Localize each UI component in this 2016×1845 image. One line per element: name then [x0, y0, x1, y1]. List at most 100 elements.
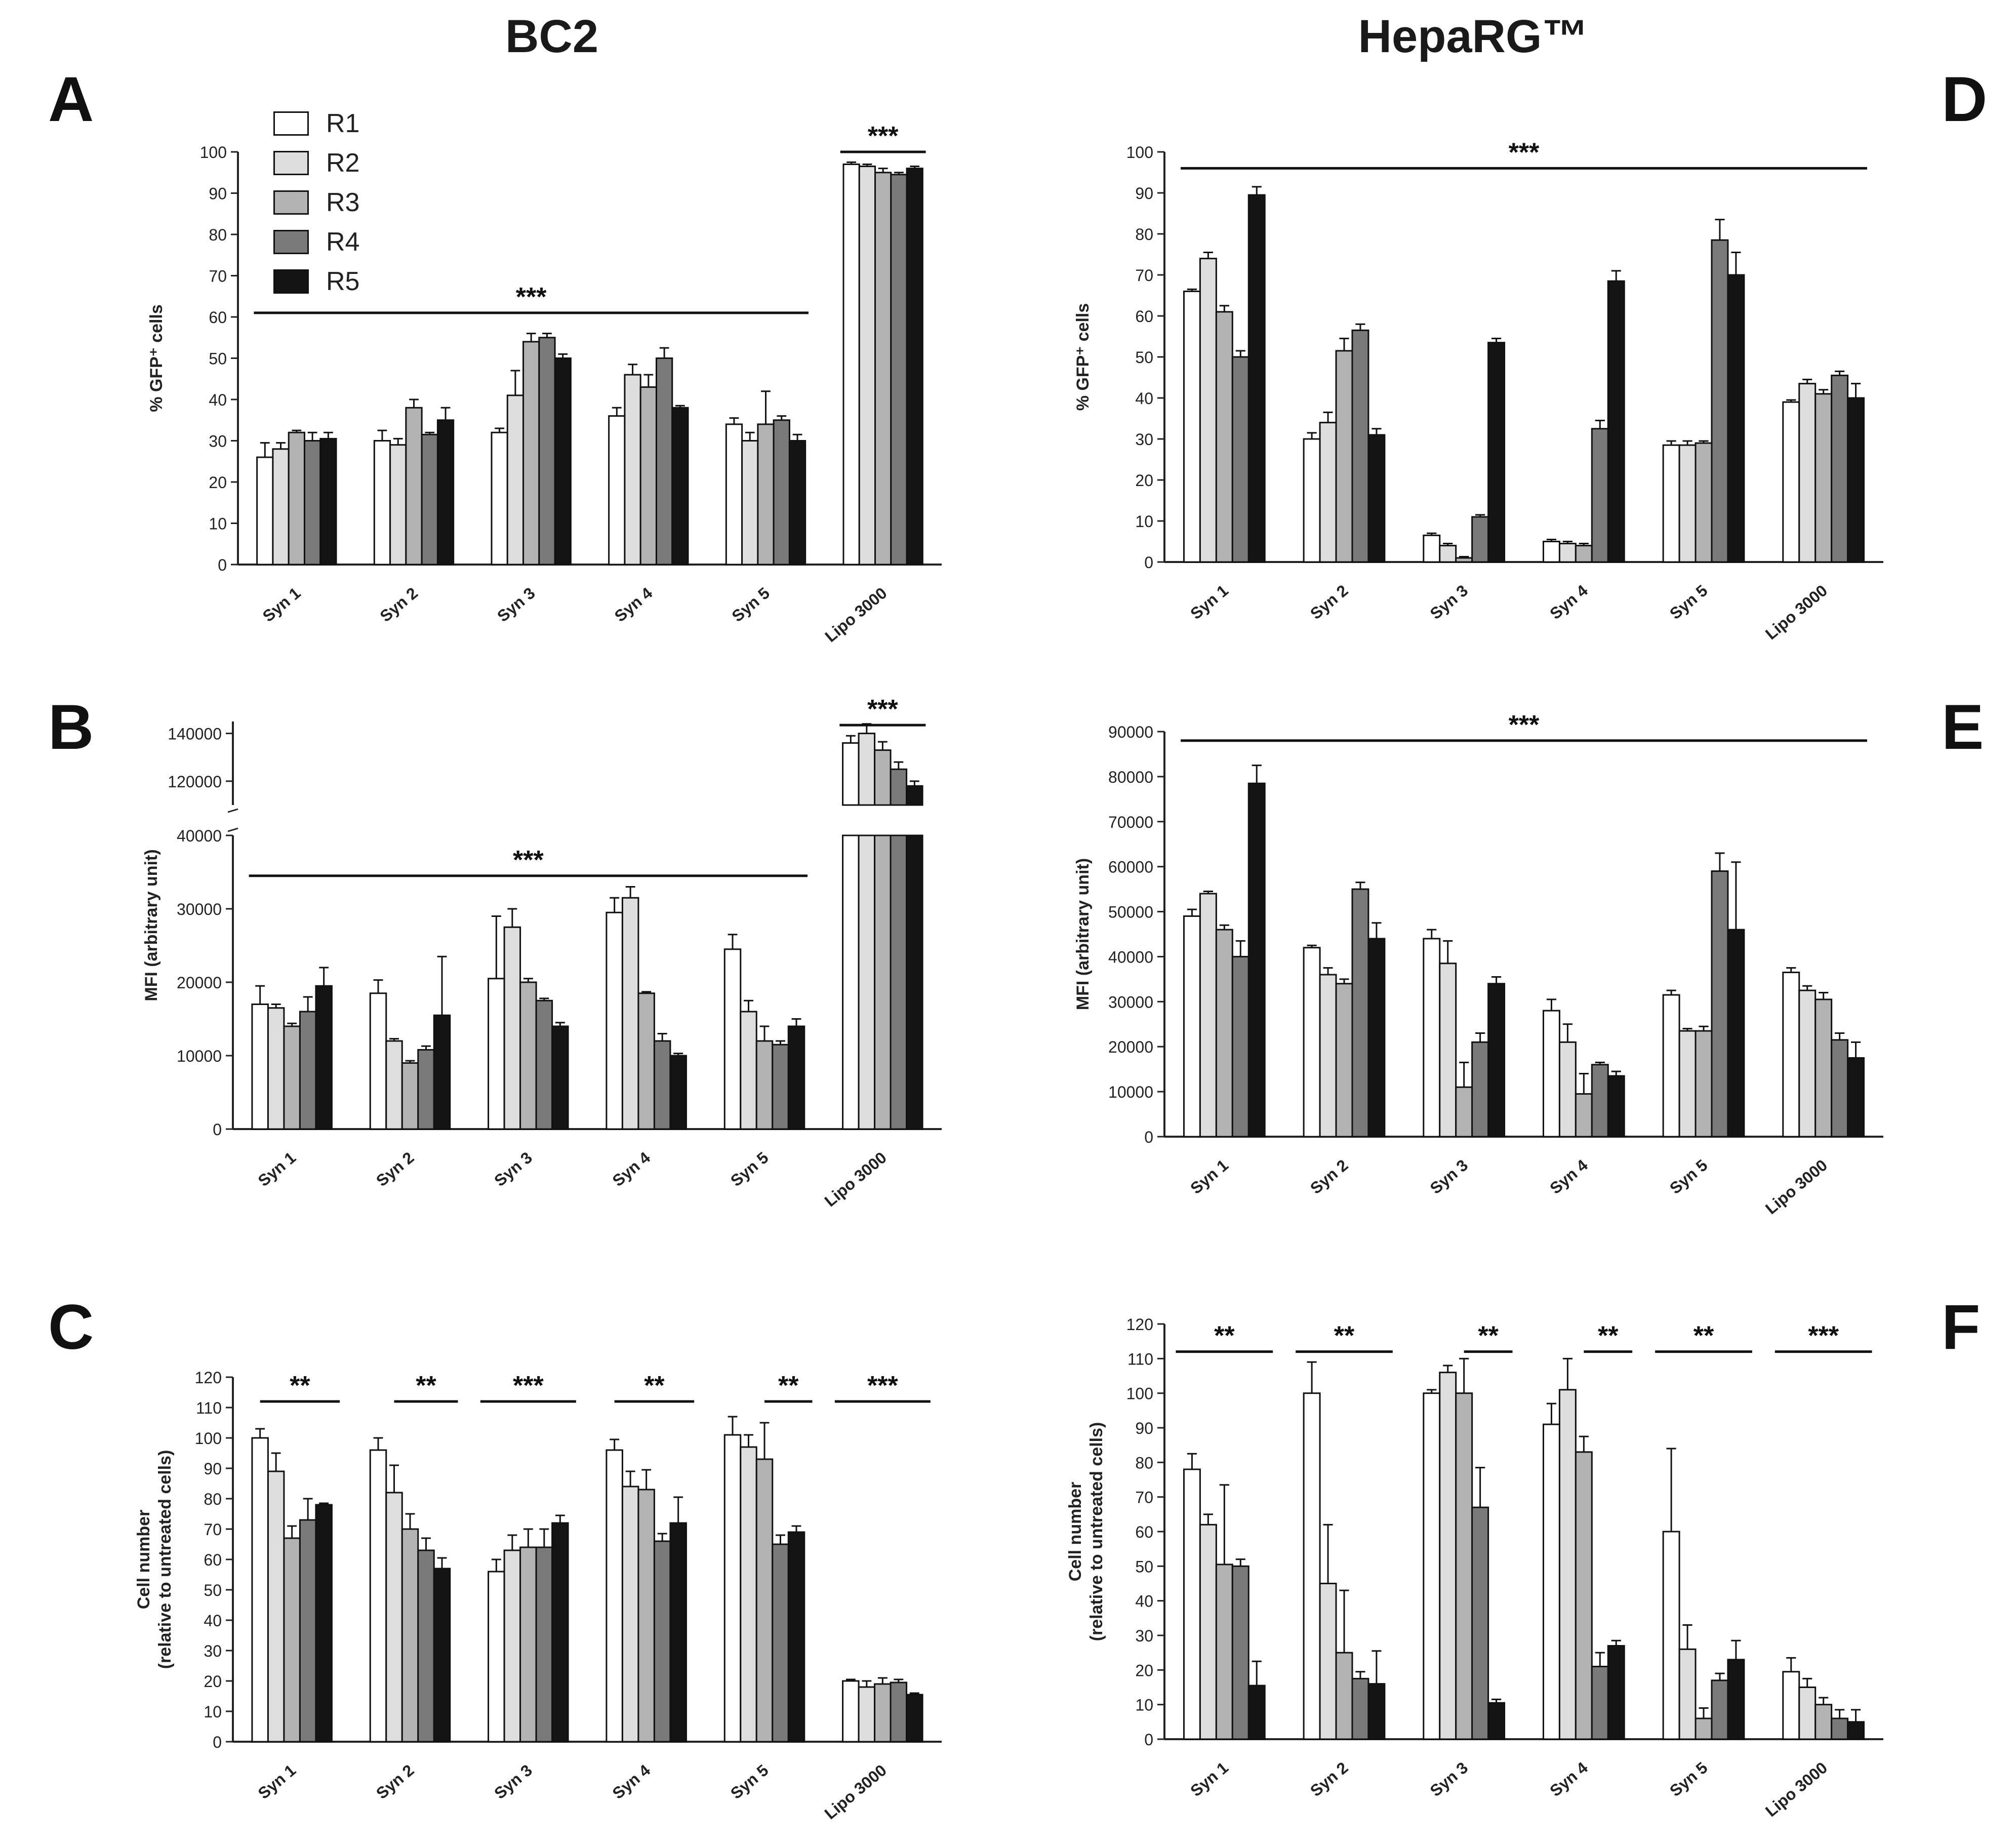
- bar-r3: [1455, 1392, 1473, 1740]
- bar-r2: [1199, 893, 1217, 1138]
- y-tick-label: 20000: [177, 974, 222, 992]
- significance-label: ***: [867, 1371, 898, 1400]
- x-tick-label: Syn 1: [1187, 1156, 1232, 1197]
- x-tick-label: Syn 2: [373, 1761, 418, 1802]
- legend-swatch-r5: [273, 269, 309, 294]
- y-tick-label: 100: [200, 143, 227, 162]
- bar-r2: [385, 1492, 403, 1743]
- bar-r3: [1575, 1093, 1593, 1138]
- bar-r4: [772, 1044, 789, 1130]
- x-tick-label: Syn 4: [1546, 581, 1591, 623]
- column-title-bc2: BC2: [505, 11, 599, 62]
- bar-r4: [772, 1543, 789, 1743]
- bar-r5: [1367, 434, 1386, 563]
- x-tick-label: Lipo 3000: [821, 1148, 890, 1210]
- panel-letter-a: A: [48, 64, 94, 135]
- bar-r2: [1319, 974, 1337, 1138]
- bar-r3: [1335, 350, 1353, 563]
- significance-label: ***: [1808, 1321, 1839, 1351]
- bar-r5: [319, 437, 337, 566]
- bar-r1: [369, 992, 387, 1130]
- x-tick-label: Lipo 3000: [1762, 1156, 1831, 1218]
- bar-r4: [1711, 1679, 1729, 1740]
- x-tick-label: Syn 3: [491, 1761, 536, 1802]
- bar-r1: [1542, 1423, 1560, 1740]
- bar-r2: [621, 897, 639, 1130]
- bar-r1: [723, 948, 742, 1130]
- bar-r1: [1423, 534, 1441, 563]
- bar-r5: [1367, 1683, 1386, 1740]
- y-tick-label: 20: [204, 1672, 222, 1691]
- bar-r4: [1831, 1039, 1849, 1138]
- y-tick-label: 90: [1135, 184, 1153, 203]
- bar-r2: [858, 733, 876, 806]
- significance-label: ***: [513, 846, 544, 875]
- y-tick-label: 10: [209, 515, 227, 533]
- x-tick-label: Syn 5: [727, 1148, 772, 1190]
- bar-r3: [1695, 442, 1713, 563]
- bar-r5: [1247, 1684, 1266, 1740]
- chart-panel-e: 0 10000 20000 30000 40000 50000 60000 70000 8000…: [1073, 710, 1883, 1218]
- bar-r1: [1782, 401, 1800, 563]
- bar-r1: [491, 431, 508, 566]
- chart-panel-f: 0 10 20 30 40 50 60 70 80 90 100 110 120 Cell number(…: [1066, 1315, 1883, 1820]
- bar-r2: [858, 834, 876, 1130]
- bar-r2: [1678, 1648, 1697, 1740]
- bar-r5: [1607, 1075, 1625, 1138]
- bar-r5: [554, 357, 572, 566]
- y-tick-label: 40: [1135, 389, 1153, 408]
- y-tick-label: 120: [1126, 1315, 1153, 1334]
- x-tick-label: Syn 3: [1427, 1156, 1472, 1197]
- y-tick-label: 60: [209, 308, 227, 327]
- y-tick-label: 20: [209, 473, 227, 492]
- legend-item-r2: R2: [273, 143, 359, 183]
- bar-r5: [1727, 929, 1745, 1138]
- bar-r4: [535, 1546, 553, 1743]
- column-title-heparg: HepaRG™: [1358, 11, 1589, 62]
- bar-r4: [1471, 516, 1489, 563]
- chart-panel-c: 0 10 20 30 40 50 60 70 80 90 100 110 120 Cell number(…: [134, 1369, 942, 1823]
- bar-r3: [1335, 983, 1353, 1138]
- bar-r1: [725, 423, 743, 566]
- y-tick-label: 20: [1135, 471, 1153, 490]
- bar-r5: [906, 168, 923, 566]
- significance-label: **: [416, 1371, 436, 1400]
- bar-r2: [503, 1549, 521, 1743]
- bar-r4: [1711, 870, 1729, 1138]
- y-tick-label: 120000: [168, 773, 222, 791]
- bar-r1: [373, 440, 391, 566]
- bar-r1: [1423, 1392, 1441, 1740]
- bar-r4: [1351, 888, 1369, 1138]
- bar-r1: [842, 742, 860, 806]
- x-tick-label: Syn 1: [255, 1148, 300, 1190]
- bar-r5: [436, 419, 455, 566]
- bar-r1: [1662, 1531, 1680, 1740]
- y-tick-label: 40: [209, 391, 227, 409]
- bar-r4: [1591, 1064, 1609, 1138]
- y-axis-label: MFI (arbitrary unit): [142, 849, 161, 1001]
- x-tick-label: Syn 2: [1307, 1156, 1352, 1197]
- x-tick-label: Lipo 3000: [1762, 1758, 1831, 1820]
- bar-r5: [669, 1055, 687, 1130]
- y-axis-label: Cell number: [134, 1510, 153, 1609]
- y-tick-label: 80000: [1108, 768, 1153, 786]
- bar-r3: [401, 1062, 419, 1130]
- legend-item-r5: R5: [273, 262, 359, 301]
- bar-r2: [1319, 422, 1337, 563]
- bar-r3: [1695, 1030, 1713, 1138]
- bar-r2: [506, 394, 525, 566]
- x-tick-label: Syn 4: [609, 1148, 654, 1190]
- bar-r1: [606, 1449, 623, 1743]
- x-tick-label: Syn 5: [727, 1761, 772, 1802]
- legend-item-r4: R4: [273, 222, 359, 262]
- bar-r2: [858, 1686, 876, 1743]
- bar-r4: [1591, 1666, 1609, 1740]
- bar-r2: [272, 448, 290, 566]
- bar-r5: [1607, 1645, 1625, 1740]
- bar-r1: [606, 911, 623, 1130]
- bar-r1: [1183, 290, 1201, 563]
- bar-r5: [1727, 274, 1745, 563]
- bar-r5: [787, 1025, 805, 1130]
- bar-r2: [389, 444, 407, 566]
- chart-panel-d: 0 10 20 30 40 50 60 70 80 90 100 % GFP⁺ cells Syn 1 S…: [1073, 138, 1883, 643]
